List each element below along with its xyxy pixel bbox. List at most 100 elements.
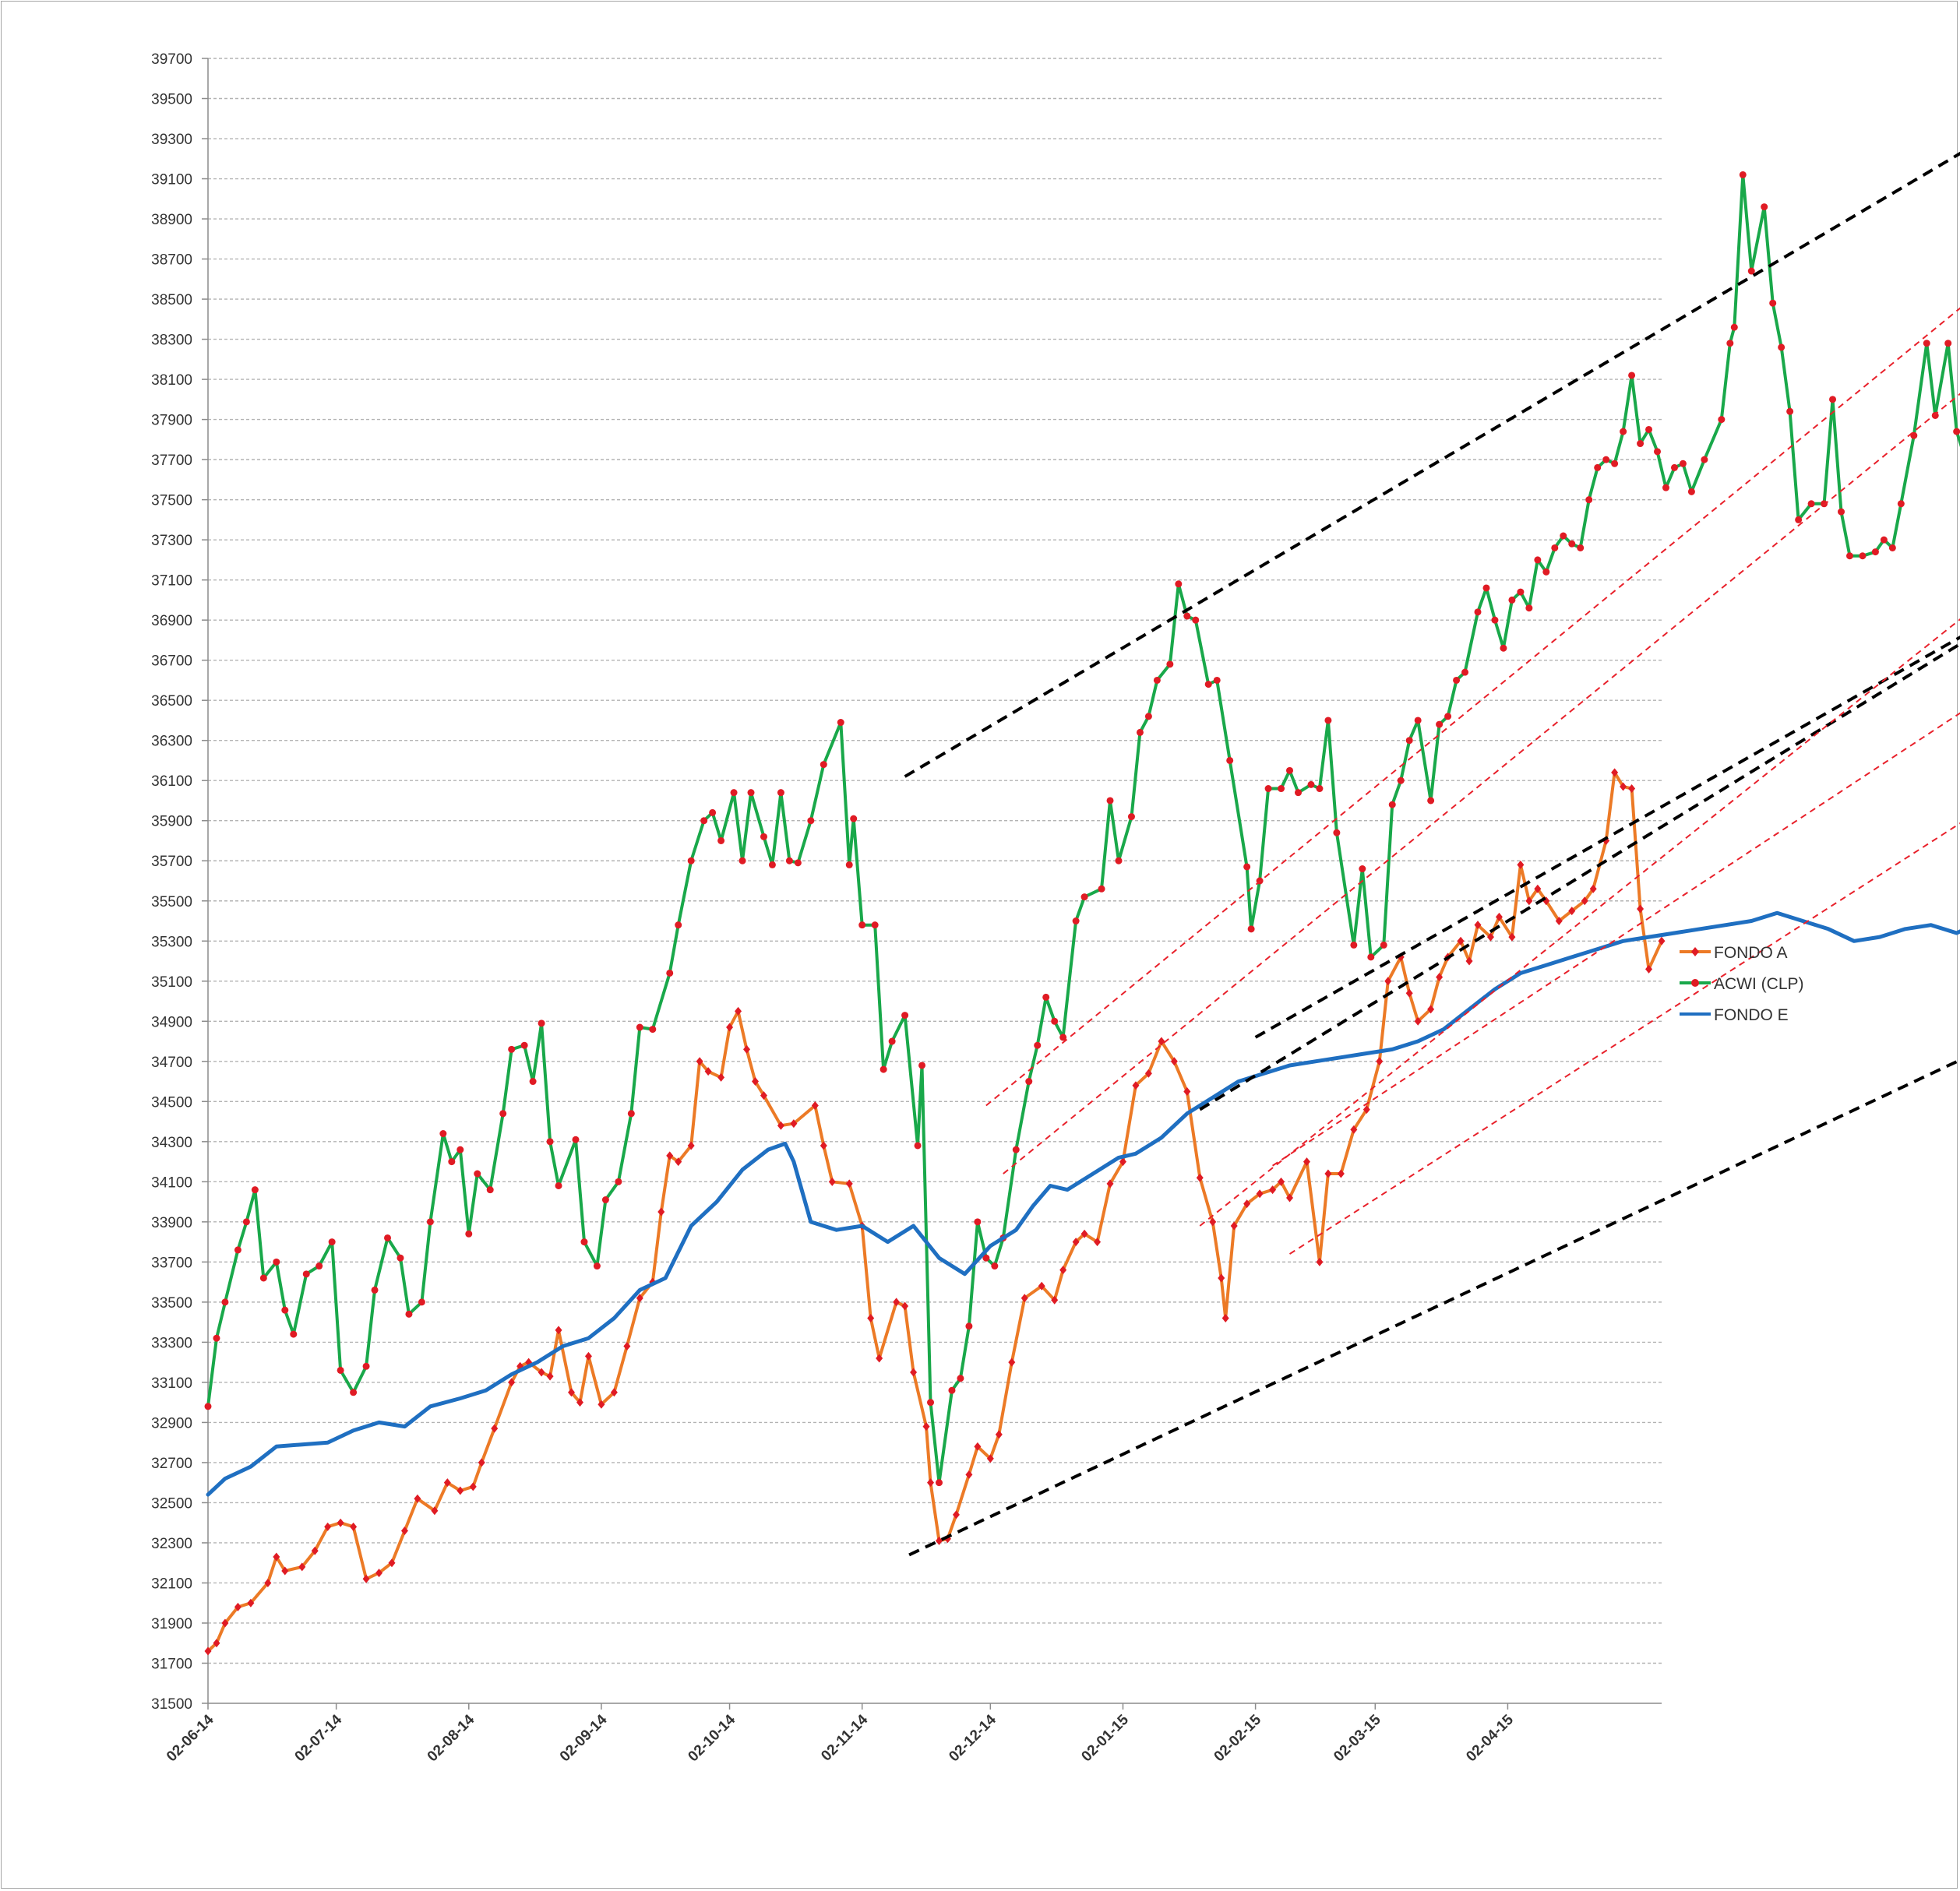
data-point <box>1542 568 1550 576</box>
data-point <box>508 1045 516 1053</box>
data-point <box>1278 785 1285 793</box>
data-point <box>1427 797 1435 805</box>
data-point <box>375 1569 383 1578</box>
data-point <box>555 1181 562 1189</box>
data-point <box>1577 544 1585 551</box>
data-point <box>717 1072 725 1082</box>
data-point <box>1637 440 1644 448</box>
data-point <box>414 1494 421 1503</box>
data-point <box>666 969 674 977</box>
data-point <box>1436 973 1444 982</box>
data-point <box>1307 780 1315 788</box>
data-point <box>1778 343 1786 351</box>
channel-line-black <box>1199 642 1960 1111</box>
data-point <box>499 1110 507 1118</box>
channel-line-red <box>1288 822 1960 1255</box>
y-tick-label: 34900 <box>151 1014 192 1030</box>
data-point <box>1059 1266 1067 1275</box>
data-point <box>1585 496 1593 504</box>
data-point <box>858 921 866 929</box>
data-point <box>1474 608 1482 616</box>
data-point <box>1034 1041 1042 1049</box>
legend: FONDO A ACWI (CLP) FONDO E <box>1680 944 1804 1024</box>
y-tick-label: 36300 <box>151 734 192 750</box>
y-tick-label: 37500 <box>151 493 192 509</box>
data-point <box>264 1578 272 1587</box>
y-tick-label: 37900 <box>151 413 192 429</box>
data-point <box>1247 925 1255 933</box>
legend-item-acwi: ACWI (CLP) <box>1680 975 1804 993</box>
data-point <box>1679 460 1687 467</box>
data-point <box>828 1177 836 1186</box>
data-point <box>1508 932 1516 942</box>
channel-line-black <box>1254 636 1960 1039</box>
x-tick-label: 02-02-15 <box>1211 1711 1265 1765</box>
data-point <box>431 1506 439 1516</box>
data-point <box>290 1330 298 1338</box>
channel-line-black <box>904 151 1960 778</box>
data-point <box>615 1178 622 1185</box>
data-point <box>657 1207 665 1217</box>
y-tick-label: 32700 <box>151 1456 192 1472</box>
data-point <box>1701 456 1708 463</box>
data-point <box>1059 1034 1067 1041</box>
data-point <box>1436 720 1444 728</box>
data-point <box>709 808 717 816</box>
data-point <box>584 1351 592 1361</box>
data-point <box>1388 801 1396 808</box>
data-point <box>384 1234 392 1241</box>
data-point <box>948 1386 956 1394</box>
data-point <box>555 1326 562 1335</box>
data-point <box>273 1258 280 1266</box>
data-point <box>1534 884 1542 893</box>
y-tick-label: 32500 <box>151 1495 192 1512</box>
x-tick-label: 02-11-14 <box>818 1711 871 1764</box>
y-tick-label: 38500 <box>151 292 192 308</box>
data-point <box>580 1238 588 1246</box>
data-point <box>747 789 755 797</box>
data-point <box>687 1141 695 1150</box>
data-point <box>337 1518 344 1527</box>
data-point <box>204 1403 212 1410</box>
data-point <box>636 1294 643 1303</box>
y-tick-label: 39500 <box>151 92 192 108</box>
y-tick-label: 39100 <box>151 172 192 188</box>
data-point <box>448 1158 456 1166</box>
data-point <box>1106 797 1114 805</box>
data-point <box>1362 1105 1370 1115</box>
data-point <box>457 1146 464 1153</box>
data-point <box>457 1486 464 1495</box>
data-point <box>213 1334 220 1342</box>
data-point <box>1264 785 1272 793</box>
data-point <box>1482 584 1490 592</box>
y-tick-label: 35500 <box>151 894 192 910</box>
data-point <box>1923 340 1930 347</box>
data-point <box>867 1313 875 1322</box>
channel-line-black <box>908 1058 1960 1557</box>
data-point <box>1761 203 1768 211</box>
data-point <box>1871 548 1879 556</box>
data-point <box>1730 323 1738 331</box>
series-line-fondo_a <box>206 770 1663 1653</box>
data-point <box>1611 768 1619 777</box>
data-point <box>1213 676 1221 684</box>
data-point <box>974 1442 982 1451</box>
data-point <box>478 1458 485 1467</box>
data-point <box>405 1310 413 1318</box>
data-point <box>927 1399 935 1407</box>
data-point <box>251 1186 259 1194</box>
data-point <box>311 1546 319 1555</box>
data-point <box>350 1389 358 1396</box>
data-point <box>1620 782 1627 791</box>
data-point <box>986 1454 994 1463</box>
data-point <box>213 1639 220 1648</box>
data-point <box>486 1186 494 1194</box>
data-point <box>1838 508 1845 516</box>
data-point <box>1158 1037 1165 1046</box>
data-point <box>1637 904 1644 914</box>
data-point <box>649 1026 657 1034</box>
data-point <box>696 1057 703 1066</box>
y-tick-label: 39700 <box>151 51 192 68</box>
data-point <box>1786 407 1794 415</box>
